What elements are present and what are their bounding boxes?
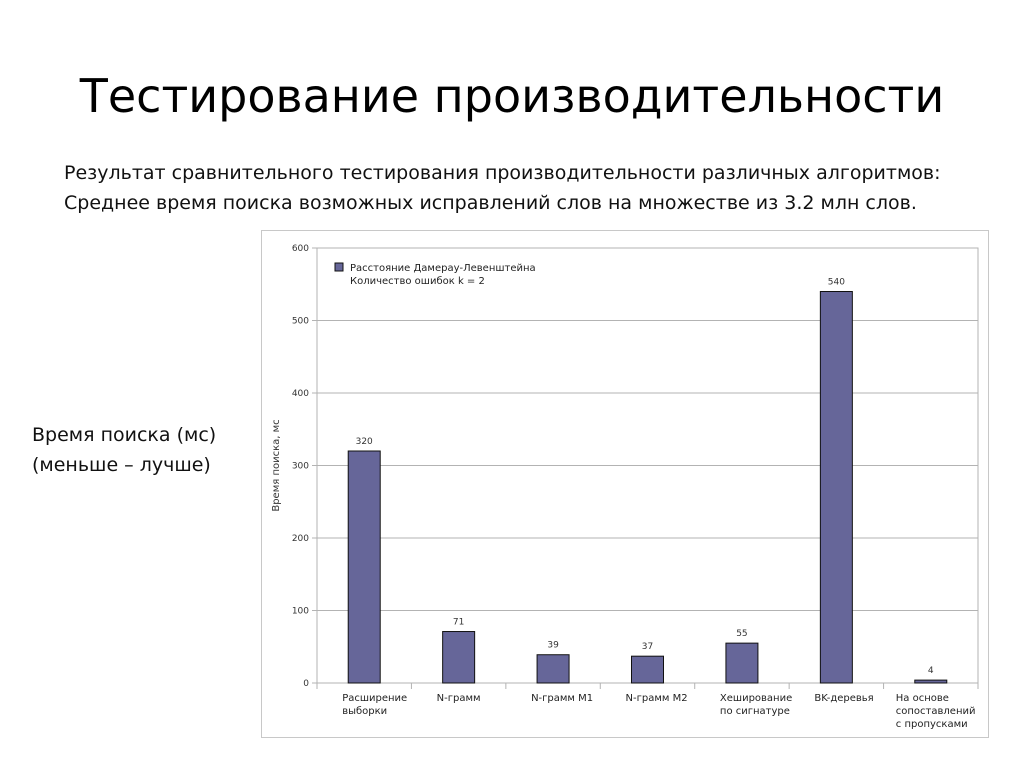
y-axis-title: Время поиска, мс: [271, 419, 282, 511]
bar: [914, 679, 948, 684]
bar-chart: 0 100 200 300 400 500 600 Время поиска, мс 320 Ра…: [261, 230, 989, 738]
x-tick-label: Хеширование: [720, 693, 792, 704]
y-tick-label: 0: [303, 679, 309, 689]
x-tick-label: сопоставлений: [896, 706, 976, 717]
y-tick-label: 600: [292, 244, 309, 254]
x-tick-label: с пропусками: [896, 719, 968, 730]
x-tick-label: выборки: [342, 706, 387, 717]
side-label: Время поиска (мс) (меньше – лучше): [32, 420, 252, 480]
side-label-line-1: Время поиска (мс): [32, 424, 217, 446]
bar-chart-svg: 0 100 200 300 400 500 600 Время поиска, мс 320 Ра…: [271, 244, 979, 730]
legend-label: Расстояние Дамерау-Левенштейна: [350, 263, 536, 274]
bar: [725, 642, 759, 684]
x-tick-label: Расширение: [342, 693, 407, 704]
data-label: 39: [547, 641, 559, 651]
data-label: 71: [453, 618, 464, 628]
x-tick-label: N-грамм M1: [531, 693, 593, 704]
data-label: 4: [928, 666, 934, 676]
legend-label: Количество ошибок k = 2: [350, 276, 485, 287]
side-label-line-2: (меньше – лучше): [32, 454, 211, 476]
bar: [442, 631, 476, 684]
bar: [536, 654, 570, 684]
bar: [819, 291, 853, 684]
data-label: 540: [828, 278, 845, 288]
data-label: 320: [356, 437, 373, 447]
slide-title: Тестирование производительности: [79, 69, 945, 123]
x-tick-label: BK-деревья: [814, 693, 873, 704]
bar: [631, 655, 664, 684]
y-tick-label: 500: [292, 317, 309, 327]
y-tick-label: 100: [292, 607, 309, 617]
y-tick-label: 400: [292, 389, 309, 399]
x-tick-label: по сигнатуре: [720, 706, 790, 717]
x-tick-label: На основе: [896, 693, 949, 704]
data-label: 55: [736, 629, 747, 639]
slide-subtitle: Результат сравнительного тестирования пр…: [64, 158, 1014, 218]
subtitle-line-2: Среднее время поиска возможных исправлен…: [64, 192, 917, 214]
data-label: 37: [642, 642, 653, 652]
x-tick-label: N-грамм: [437, 693, 481, 704]
bar: [347, 450, 381, 684]
legend-swatch: [334, 262, 344, 272]
y-tick-label: 200: [292, 534, 309, 544]
y-tick-label: 300: [292, 462, 309, 472]
x-tick-label: N-грамм M2: [626, 693, 688, 704]
subtitle-line-1: Результат сравнительного тестирования пр…: [64, 162, 941, 184]
